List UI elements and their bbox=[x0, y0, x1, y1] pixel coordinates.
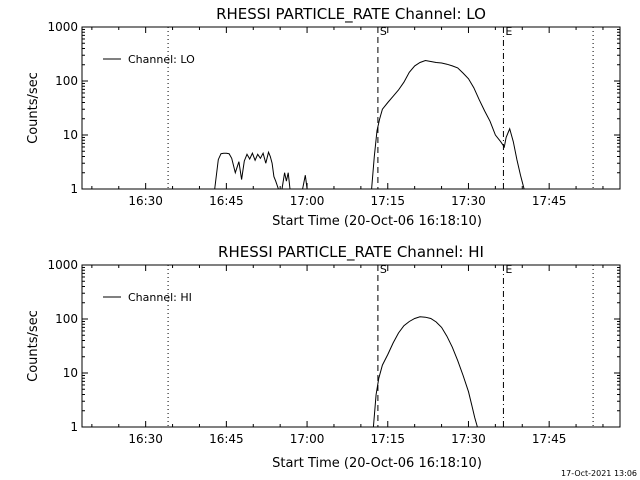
x-tick-label: 16:45 bbox=[209, 194, 244, 208]
series-line bbox=[281, 172, 291, 190]
y-tick-label: 100 bbox=[55, 74, 78, 88]
legend-label: Channel: HI bbox=[128, 291, 192, 304]
series-line bbox=[371, 59, 525, 190]
y-axis-label: Counts/sec bbox=[26, 310, 41, 382]
plot-frame bbox=[81, 264, 621, 428]
chart-title: RHESSI PARTICLE_RATE Channel: HI bbox=[218, 243, 484, 262]
chart-title: RHESSI PARTICLE_RATE Channel: LO bbox=[216, 5, 486, 24]
x-tick-label: 16:30 bbox=[128, 194, 163, 208]
panel-hi: RHESSI PARTICLE_RATE Channel: HI 16:30 16:… bbox=[26, 243, 621, 471]
marker-label-s: S bbox=[380, 263, 387, 276]
y-tick-label: 1000 bbox=[47, 258, 78, 272]
y-tick-label: 10 bbox=[63, 128, 78, 142]
x-tick-label: 17:00 bbox=[290, 432, 325, 446]
x-tick-label: 16:45 bbox=[209, 432, 244, 446]
x-tick-label: 17:15 bbox=[370, 194, 405, 208]
marker-label-e: E bbox=[505, 263, 512, 276]
x-tick-label: 17:15 bbox=[370, 432, 405, 446]
plot-frame bbox=[81, 26, 621, 190]
series-line bbox=[214, 150, 279, 190]
series-line bbox=[302, 175, 308, 190]
x-axis-label: Start Time (20-Oct-06 16:18:10) bbox=[272, 456, 482, 471]
x-tick-label: 17:00 bbox=[290, 194, 325, 208]
marker-label-e: E bbox=[505, 25, 512, 38]
y-tick-label: 10 bbox=[63, 366, 78, 380]
x-tick-label: 17:30 bbox=[451, 432, 486, 446]
legend-label: Channel: LO bbox=[128, 53, 195, 66]
y-tick-label: 1000 bbox=[47, 20, 78, 34]
x-axis-label: Start Time (20-Oct-06 16:18:10) bbox=[272, 214, 482, 229]
y-axis-label: Counts/sec bbox=[26, 72, 41, 144]
marker-label-s: S bbox=[380, 25, 387, 38]
x-tick-label: 17:45 bbox=[532, 194, 567, 208]
panel-lo: RHESSI PARTICLE_RATE Channel: LO 16:30 16:… bbox=[26, 5, 621, 229]
x-tick-label: 17:45 bbox=[532, 432, 567, 446]
y-tick-label: 100 bbox=[55, 312, 78, 326]
y-tick-label: 1 bbox=[70, 420, 78, 434]
x-tick-label: 17:30 bbox=[451, 194, 486, 208]
footer-timestamp: 17-Oct-2021 13:06 bbox=[561, 469, 637, 478]
y-tick-label: 1 bbox=[70, 182, 78, 196]
series-line bbox=[372, 316, 478, 428]
x-tick-label: 16:30 bbox=[128, 432, 163, 446]
